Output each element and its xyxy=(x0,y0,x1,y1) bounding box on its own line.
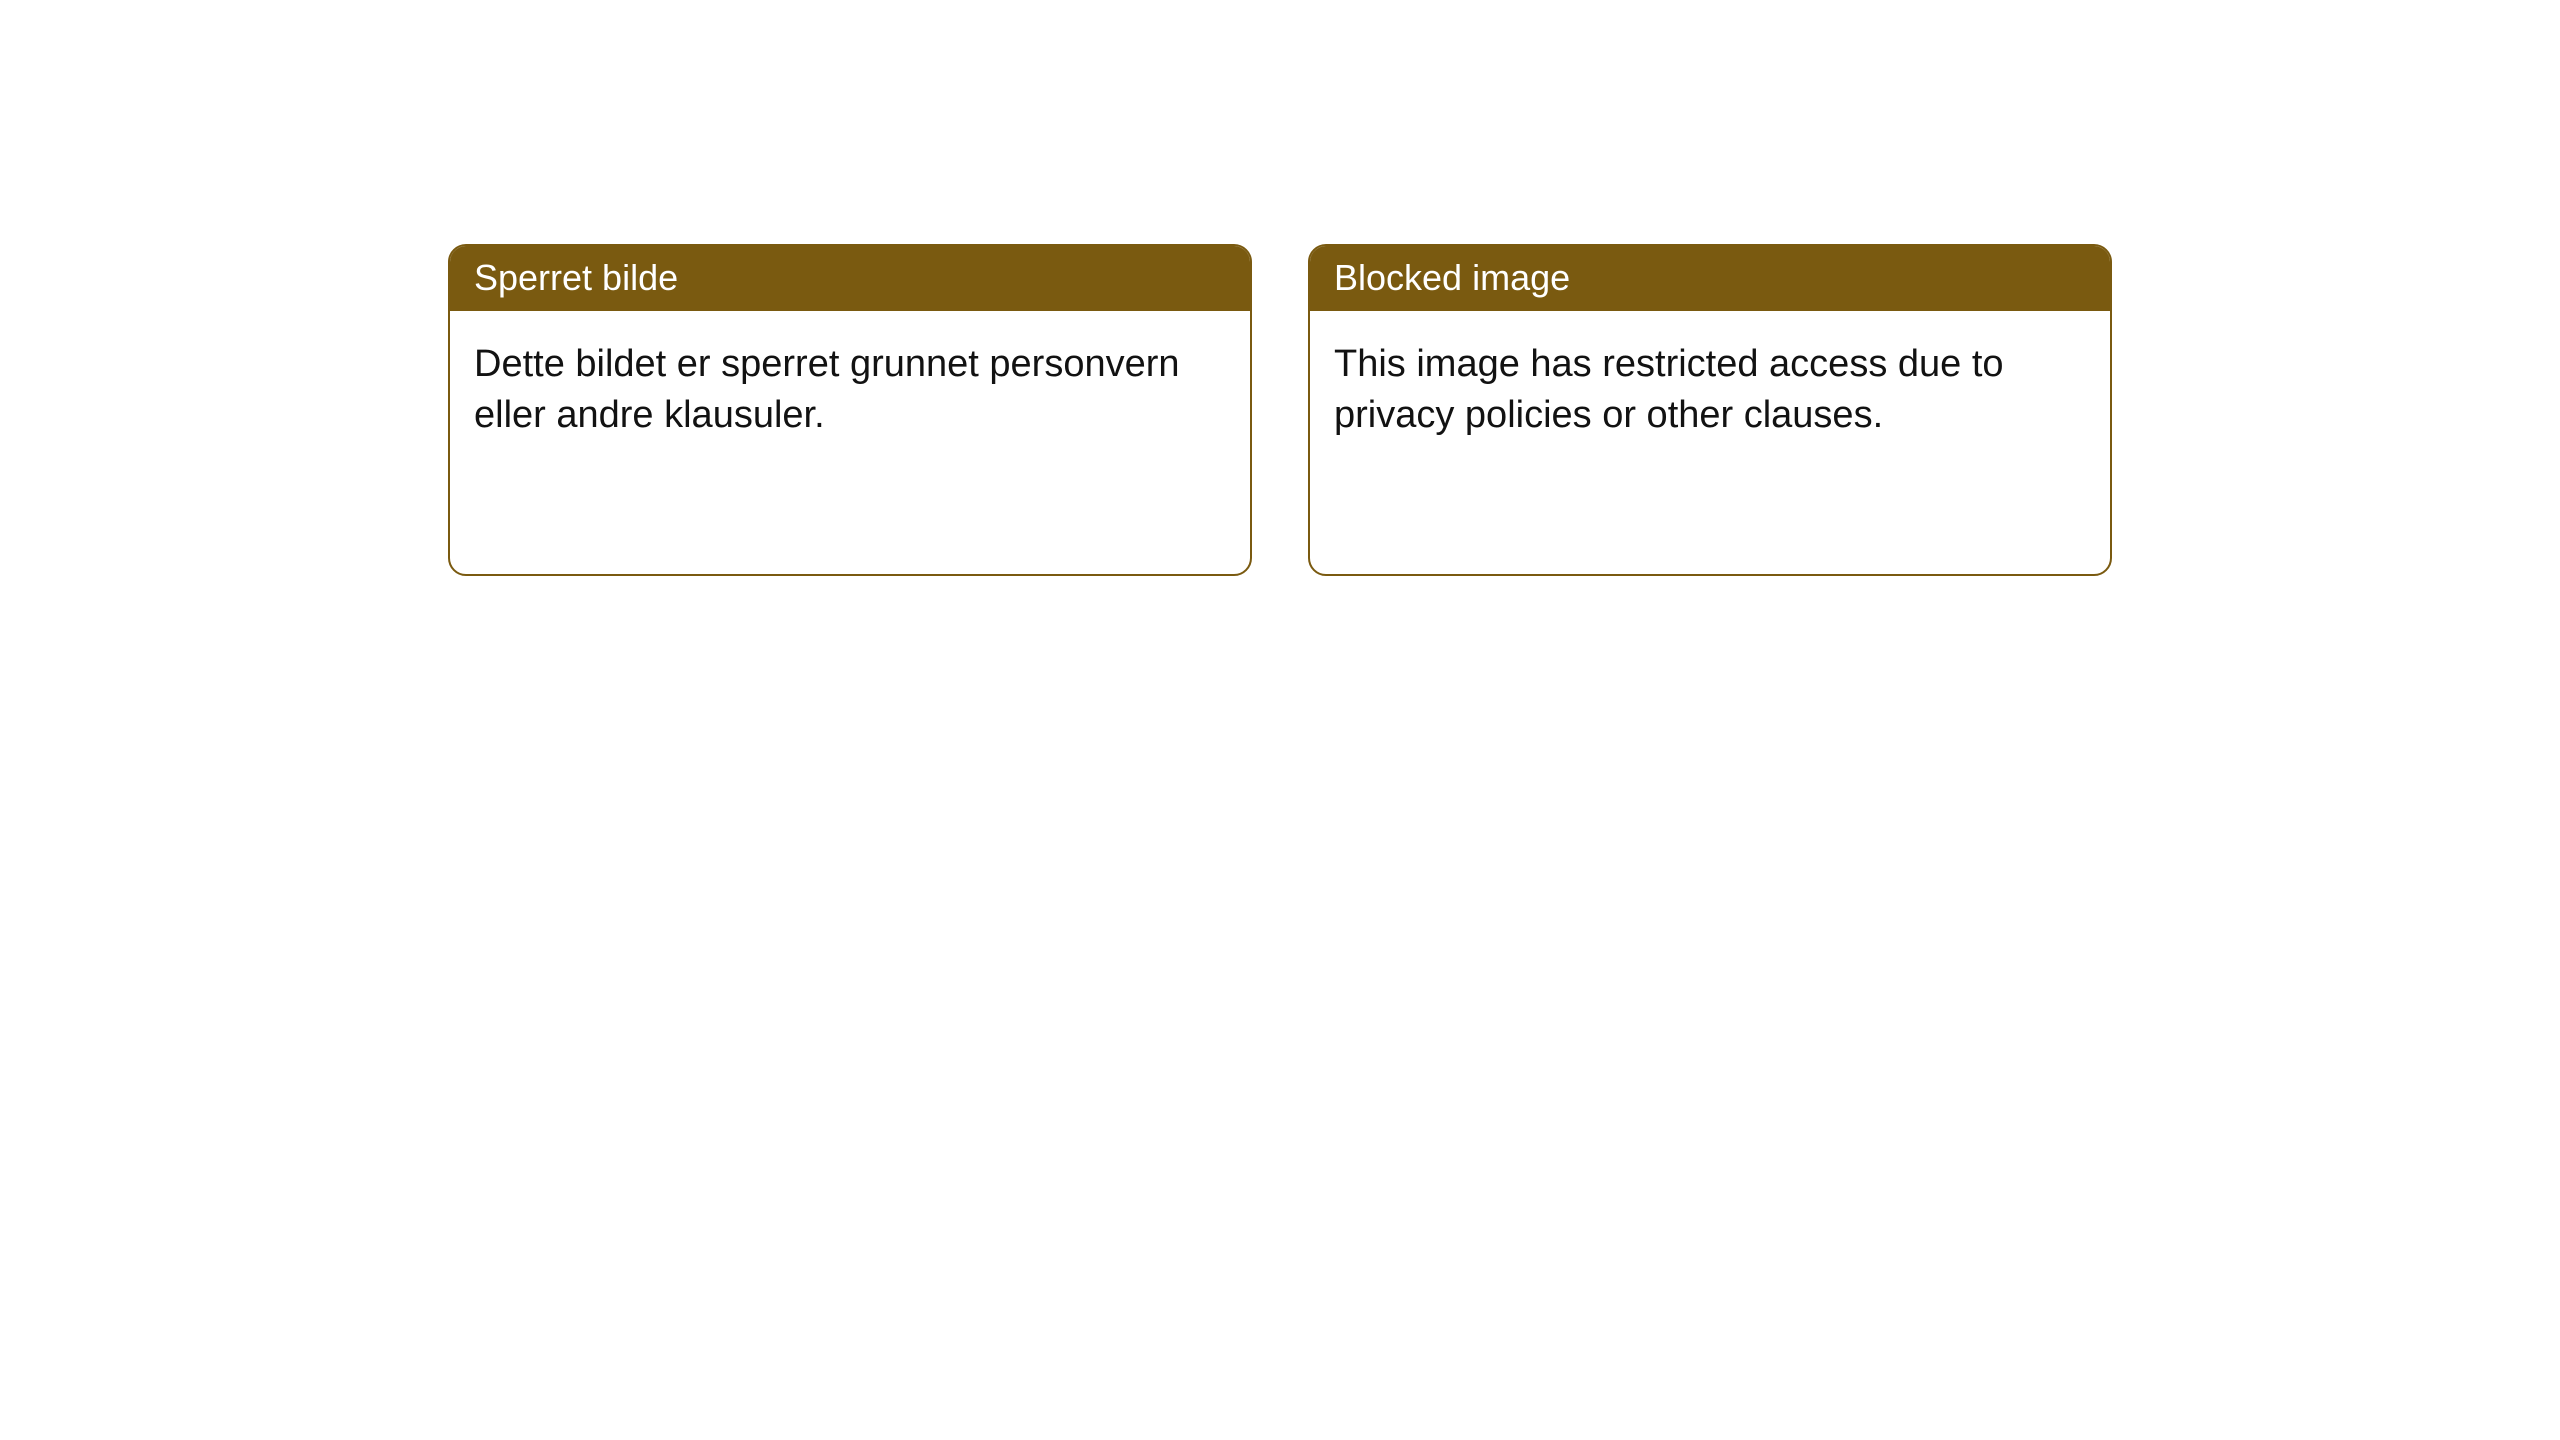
notice-body: Dette bildet er sperret grunnet personve… xyxy=(450,311,1250,466)
notice-card-english: Blocked image This image has restricted … xyxy=(1308,244,2112,576)
notice-title: Sperret bilde xyxy=(450,246,1250,311)
notice-container: Sperret bilde Dette bildet er sperret gr… xyxy=(448,244,2112,576)
notice-title: Blocked image xyxy=(1310,246,2110,311)
notice-body: This image has restricted access due to … xyxy=(1310,311,2110,466)
notice-card-norwegian: Sperret bilde Dette bildet er sperret gr… xyxy=(448,244,1252,576)
